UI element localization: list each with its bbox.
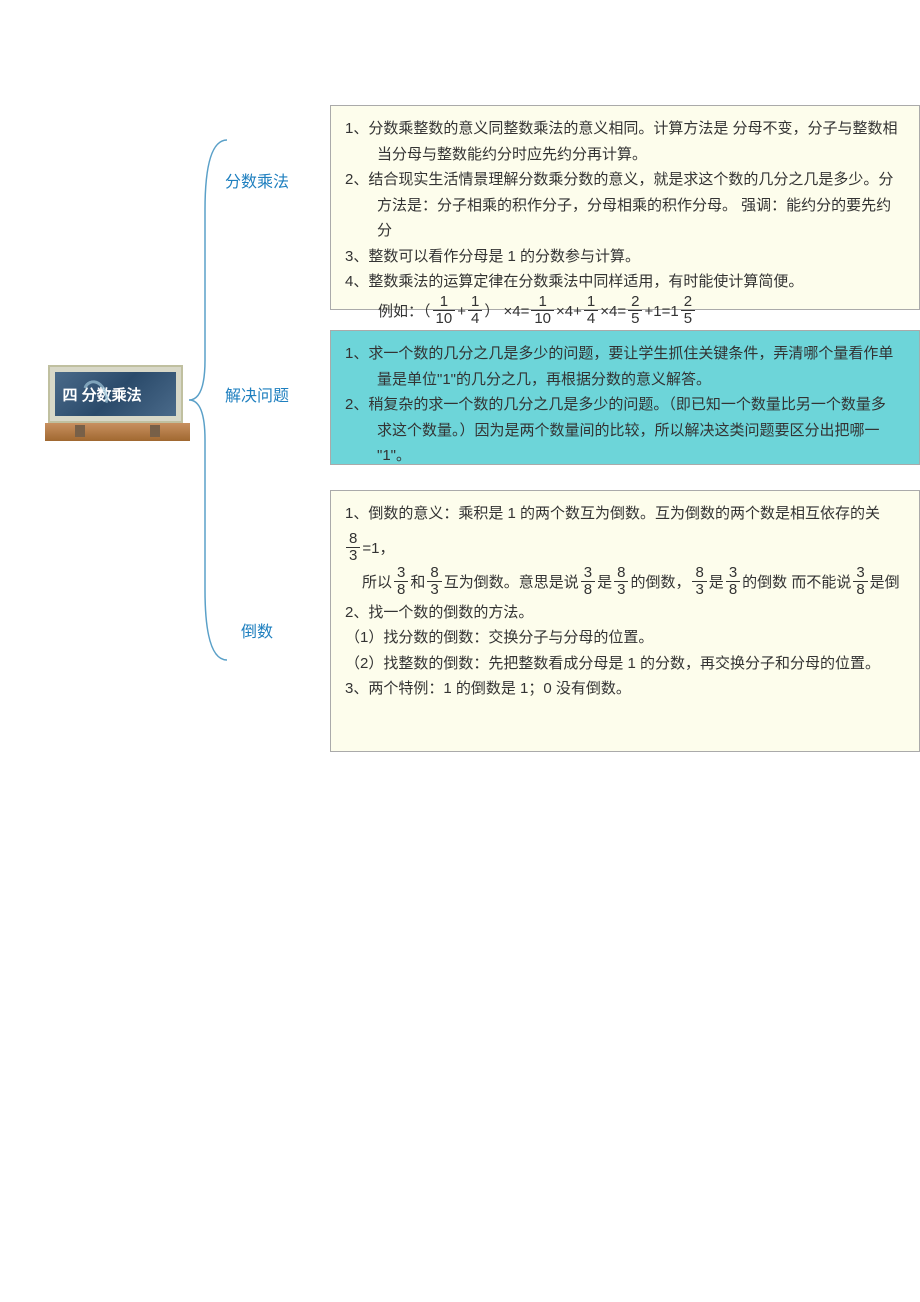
content-box-1: 1、分数乘整数的意义同整数乘法的意义相同。计算方法是 分母不变，分子与整数相 当… xyxy=(330,105,920,310)
frac-eq1: 8 3 xyxy=(346,531,360,565)
b2-line1b: 量是单位"1"的几分之几，再根据分数的意义解答。 xyxy=(345,367,905,393)
b3-line1: 1、倒数的意义：乘积是 1 的两个数互为倒数。互为倒数的两个数是相互依存的关 xyxy=(345,501,905,527)
txt: 互为倒数。意思是说 xyxy=(444,570,579,596)
branch-label-2: 解决问题 xyxy=(222,382,292,406)
plus: + xyxy=(457,299,466,325)
content-box-3: 1、倒数的意义：乘积是 1 的两个数互为倒数。互为倒数的两个数是相互依存的关 8… xyxy=(330,490,920,752)
branch-label-3: 倒数 xyxy=(222,618,292,642)
txt: ） ×4= xyxy=(484,299,529,325)
b2-line2c: "1"。 xyxy=(345,443,905,469)
b1-line1: 1、分数乘整数的意义同整数乘法的意义相同。计算方法是 分母不变，分子与整数相 xyxy=(345,116,905,142)
frac-b: 1 4 xyxy=(468,294,482,328)
txt: ×4+ xyxy=(556,299,582,325)
txt: 的倒数， xyxy=(630,570,690,596)
frac-f: 2 5 xyxy=(681,294,695,328)
frac-d: 1 4 xyxy=(584,294,598,328)
frac3c: 3 8 xyxy=(581,565,595,599)
b2-line2: 2、稍复杂的求一个数的几分之几是多少的问题。（即已知一个数量比另一个数量多 xyxy=(345,392,905,418)
root-chalkboard: 四 分数乘法 xyxy=(45,365,185,455)
b1-formula-row: 例如：（ 1 10 + 1 4 ） ×4= 1 10 ×4+ 1 4 ×4= xyxy=(345,295,696,329)
formula-prefix: 例如：（ xyxy=(378,299,431,325)
b3-line3: 2、找一个数的倒数的方法。 xyxy=(345,600,905,626)
diagram-container: 四 分数乘法 分数乘法 解决问题 倒数 1、分数乘整数的意义同整数乘法的意义相同… xyxy=(0,0,920,780)
txt: 所以 xyxy=(362,570,392,596)
eq1-suffix: =1， xyxy=(362,536,394,562)
frac3a: 3 8 xyxy=(394,565,408,599)
b3-line5: （2）找整数的倒数：先把整数看成分母是 1 的分数，再交换分子和分母的位置。 xyxy=(345,651,905,677)
frac3g: 3 8 xyxy=(853,565,867,599)
board-frame: 四 分数乘法 xyxy=(48,365,183,423)
frac3d: 8 3 xyxy=(614,565,628,599)
b1-line1b: 当分母与整数能约分时应先约分再计算。 xyxy=(345,142,905,168)
txt: +1=1 xyxy=(644,299,678,325)
txt: ×4= xyxy=(600,299,626,325)
frac3b: 8 3 xyxy=(427,565,441,599)
board-stand xyxy=(45,423,190,441)
board-inner: 四 分数乘法 xyxy=(55,372,176,416)
b2-line1: 1、求一个数的几分之几是多少的问题，要让学生抓住关键条件，弄清哪个量看作单 xyxy=(345,341,905,367)
txt: 的倒数 而不能说 xyxy=(742,570,851,596)
b2-line2b: 求这个数量。）因为是两个数量间的比较，所以解决这类问题要区分出把哪一 xyxy=(345,418,905,444)
txt: 是倒 xyxy=(870,570,900,596)
txt: 和 xyxy=(410,570,425,596)
b1-line2: 2、结合现实生活情景理解分数乘分数的意义，就是求这个数的几分之几是多少。分 xyxy=(345,167,905,193)
frac-e: 2 5 xyxy=(628,294,642,328)
b3-line6: 3、两个特例：1 的倒数是 1；0 没有倒数。 xyxy=(345,676,905,702)
frac3e: 8 3 xyxy=(692,565,706,599)
txt: 是 xyxy=(709,570,724,596)
branch-label-1: 分数乘法 xyxy=(222,168,292,192)
txt: 是 xyxy=(597,570,612,596)
frac-c: 1 10 xyxy=(531,294,554,328)
content-box-2: 1、求一个数的几分之几是多少的问题，要让学生抓住关键条件，弄清哪个量看作单 量是… xyxy=(330,330,920,465)
b3-line2: 所以 3 8 和 8 3 互为倒数。意思是说 3 8 是 8 3 的倒数， 8 xyxy=(345,566,901,600)
board-decoration xyxy=(78,377,111,413)
b1-line2b: 方法是：分子相乘的积作分子，分母相乘的积作分母。 强调：能约分的要先约分 xyxy=(345,193,905,244)
b1-line4: 4、整数乘法的运算定律在分数乘法中同样适用，有时能使计算简便。 xyxy=(345,269,905,295)
b3-line4: （1）找分数的倒数：交换分子与分母的位置。 xyxy=(345,625,905,651)
b3-eq1: 8 3 =1， xyxy=(345,532,395,566)
frac-a: 1 10 xyxy=(433,294,456,328)
b1-line3: 3、整数可以看作分母是 1 的分数参与计算。 xyxy=(345,244,905,270)
frac3f: 3 8 xyxy=(726,565,740,599)
